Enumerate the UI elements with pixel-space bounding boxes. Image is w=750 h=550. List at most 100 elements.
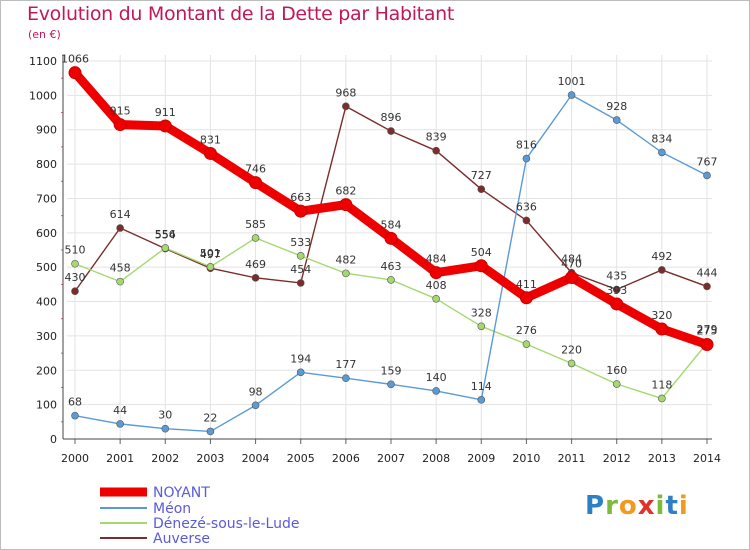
data-point — [113, 118, 127, 132]
data-label: 484 — [426, 253, 447, 266]
data-point — [655, 322, 669, 336]
data-point — [294, 204, 308, 218]
x-tick-label: 2008 — [422, 452, 450, 465]
data-point — [68, 66, 82, 80]
data-label: 497 — [200, 248, 221, 261]
y-tick-label: 1100 — [29, 55, 57, 68]
data-label: 159 — [381, 364, 402, 377]
data-label: 118 — [651, 378, 672, 391]
y-tick-label: 0 — [50, 433, 57, 446]
data-point — [161, 424, 170, 433]
data-label: 831 — [200, 133, 221, 146]
series-layer — [68, 66, 714, 436]
data-point — [71, 287, 79, 296]
data-label: 320 — [651, 309, 672, 322]
data-label: 68 — [68, 396, 82, 409]
data-label: 968 — [335, 86, 356, 99]
data-point — [296, 368, 305, 377]
data-label: 470 — [561, 257, 582, 270]
data-label: 501 — [200, 247, 221, 260]
data-label: 767 — [697, 155, 718, 168]
data-label: 746 — [245, 163, 266, 176]
data-label: 484 — [561, 253, 582, 266]
data-point — [387, 380, 395, 389]
data-point — [71, 259, 79, 268]
data-label: 1001 — [558, 75, 586, 88]
data-label: 194 — [290, 352, 311, 365]
y-tick-label: 400 — [36, 296, 57, 309]
data-label: 275 — [697, 325, 718, 338]
data-point — [477, 322, 486, 331]
x-tick-label: 2013 — [648, 452, 676, 465]
data-point — [342, 269, 350, 278]
data-point — [251, 274, 260, 282]
data-label: 469 — [245, 258, 266, 271]
data-point — [612, 116, 621, 124]
data-point — [161, 244, 170, 252]
data-label: 585 — [245, 218, 266, 231]
data-point — [703, 282, 711, 291]
chart-title: Evolution du Montant de la Dette par Hab… — [27, 3, 455, 25]
x-tick-label: 2012 — [603, 452, 631, 465]
data-label: 556 — [155, 228, 176, 241]
data-point — [658, 394, 666, 403]
data-label: 430 — [65, 271, 86, 284]
data-point — [610, 297, 624, 311]
data-point — [251, 401, 260, 410]
data-label: 663 — [290, 191, 311, 204]
data-point — [116, 420, 124, 428]
data-point — [700, 338, 714, 351]
data-point — [519, 291, 533, 305]
data-point — [474, 259, 488, 273]
x-tick-label: 2007 — [377, 452, 405, 465]
data-point — [567, 91, 576, 99]
data-point — [522, 340, 531, 348]
legend-label: Dénezé-sous-le-Lude — [153, 516, 299, 532]
x-tick-label: 2011 — [558, 452, 586, 465]
data-point — [251, 234, 260, 242]
data-point — [387, 127, 395, 135]
data-point — [432, 294, 440, 303]
data-label: 896 — [381, 111, 402, 124]
data-point — [339, 198, 353, 212]
data-label: 22 — [203, 411, 217, 424]
data-point — [296, 279, 305, 287]
data-label: 279 — [697, 323, 718, 336]
data-label: 482 — [335, 253, 356, 266]
data-point — [703, 171, 711, 180]
y-tick-label: 100 — [36, 399, 57, 412]
data-label: 682 — [335, 185, 356, 198]
y-tick-label: 600 — [36, 227, 57, 240]
data-point — [158, 119, 172, 133]
x-tick-label: 2000 — [61, 452, 89, 465]
data-label: 98 — [249, 385, 263, 398]
y-tick-label: 900 — [36, 124, 57, 137]
data-label: 463 — [381, 260, 402, 273]
data-label: 614 — [110, 208, 131, 221]
data-label: 554 — [155, 229, 176, 242]
data-point — [206, 263, 215, 271]
axes: 0 100 200 300 400 500 600 700 800 900 1000 1100 2000… — [29, 55, 721, 465]
data-labels: 1066 915 911 831 746 663 682 584 484 504 411 470 393… — [61, 53, 718, 425]
data-point — [522, 154, 531, 163]
legend-label: Auverse — [153, 531, 210, 547]
data-label: 44 — [113, 404, 127, 417]
data-point — [116, 224, 124, 232]
x-tick-label: 2014 — [693, 452, 721, 465]
x-tick-label: 2009 — [467, 452, 495, 465]
data-point — [477, 185, 486, 193]
data-label: 276 — [516, 324, 537, 337]
y-tick-label: 1000 — [29, 89, 57, 102]
x-tick-label: 2002 — [151, 452, 179, 465]
data-point — [206, 427, 215, 436]
data-label: 458 — [110, 262, 131, 275]
x-tick-label: 2006 — [332, 452, 360, 465]
data-point — [432, 387, 440, 395]
x-tick-label: 2010 — [512, 452, 540, 465]
data-label: 1066 — [61, 53, 89, 66]
y-tick-label: 700 — [36, 192, 57, 205]
data-point — [429, 266, 443, 280]
